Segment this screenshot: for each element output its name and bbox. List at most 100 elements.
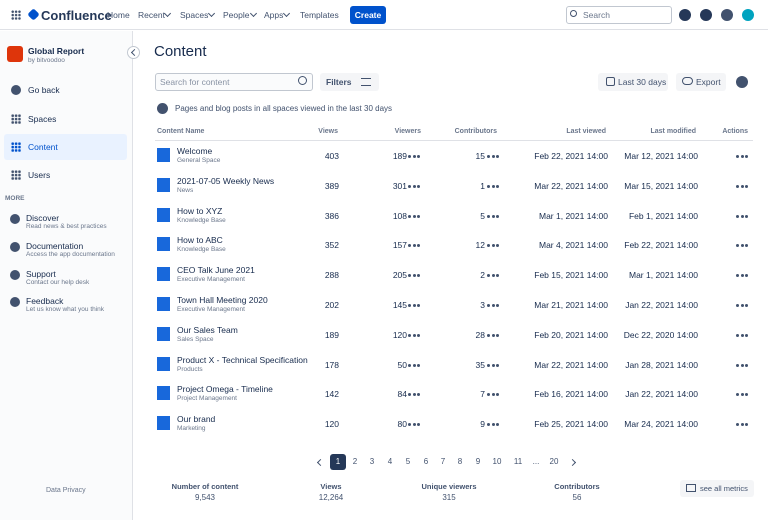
nav-item[interactable]: Apps	[264, 10, 284, 20]
link-title[interactable]: Feedback	[26, 296, 64, 306]
filters-button[interactable]: Filters	[320, 73, 379, 91]
summary-label: Contributors	[554, 482, 600, 491]
content-name[interactable]: 2021-07-05 Weekly News	[177, 175, 275, 186]
brand[interactable]: Confluence	[41, 8, 112, 23]
page-link[interactable]: 8	[457, 457, 463, 466]
page-link[interactable]: 20	[549, 457, 559, 466]
viewers-more[interactable]	[408, 184, 422, 189]
notifications[interactable]	[679, 9, 691, 21]
nav-link[interactable]: Users	[28, 170, 51, 180]
row-actions[interactable]	[736, 393, 750, 397]
viewers-more[interactable]	[408, 214, 422, 219]
content-name[interactable]: Product X - Technical Specification	[177, 354, 308, 365]
page-link[interactable]: 10	[492, 457, 502, 466]
row-actions[interactable]	[736, 214, 750, 219]
views: 352	[324, 240, 339, 251]
contributors-more[interactable]	[487, 155, 501, 159]
nav-item[interactable]: Home	[107, 10, 130, 20]
page-link[interactable]: 7	[440, 457, 446, 466]
page-link[interactable]: 11	[513, 457, 523, 466]
link-title[interactable]: Documentation	[26, 241, 84, 251]
nav-item[interactable]: People	[223, 10, 250, 20]
summary-label: Unique viewers	[421, 482, 477, 491]
content-search[interactable]: Search for content	[155, 73, 313, 91]
page-link[interactable]: 9	[475, 457, 481, 466]
column-header[interactable]: Views	[318, 128, 338, 135]
content-name[interactable]: CEO Talk June 2021	[177, 265, 255, 276]
content-name[interactable]: How to ABC	[177, 235, 223, 246]
viewers-more[interactable]	[408, 423, 422, 427]
row-actions[interactable]	[736, 363, 750, 368]
column-header[interactable]: Last viewed	[566, 128, 606, 135]
contributors-more[interactable]	[487, 274, 501, 278]
info-button[interactable]	[736, 76, 748, 88]
viewers-more[interactable]	[408, 304, 422, 308]
content-name[interactable]: Town Hall Meeting 2020	[177, 295, 268, 305]
page-link[interactable]: 3	[369, 457, 375, 466]
content-name[interactable]: How to XYZ	[177, 205, 223, 216]
content-name[interactable]: Our Sales Team	[177, 324, 238, 335]
create-button[interactable]: Create	[350, 6, 386, 24]
viewers-more[interactable]	[408, 274, 422, 278]
contributors: 15	[475, 151, 485, 161]
page-link[interactable]: 4	[387, 457, 393, 466]
contributors: 7	[480, 389, 485, 400]
date-button[interactable]: Last 30 days	[598, 73, 668, 91]
contributors-more[interactable]	[487, 393, 501, 397]
last-viewed: Mar 22, 2021 14:00	[534, 359, 608, 370]
viewers-more[interactable]	[408, 363, 422, 368]
content-name[interactable]: Project Omega - Timeline	[177, 384, 273, 395]
viewers-more[interactable]	[408, 155, 422, 159]
link-icon	[10, 297, 20, 307]
nav-item[interactable]: Recent	[138, 10, 165, 20]
content-name[interactable]: Welcome	[177, 146, 213, 156]
row-actions[interactable]	[736, 304, 750, 308]
column-header[interactable]: Last modified	[650, 128, 696, 135]
help[interactable]	[700, 9, 712, 21]
contributors-more[interactable]	[487, 244, 501, 248]
avatar[interactable]	[742, 9, 754, 21]
nav-item[interactable]: Spaces	[180, 10, 209, 20]
content-name[interactable]: Our brand	[177, 414, 216, 425]
last-viewed: Mar 1, 2021 14:00	[539, 210, 608, 221]
page-link[interactable]: 6	[423, 457, 429, 466]
row-actions[interactable]	[736, 274, 750, 278]
row-actions[interactable]	[736, 333, 750, 338]
search-box[interactable]: Search	[566, 6, 672, 24]
viewers-more[interactable]	[408, 333, 422, 338]
viewers-more[interactable]	[408, 244, 422, 248]
contributors-more[interactable]	[487, 184, 501, 189]
nav-link[interactable]: Go back	[28, 85, 60, 95]
row-actions[interactable]	[736, 423, 750, 427]
row-actions[interactable]	[736, 155, 750, 159]
link-desc: Contact our help desk	[26, 279, 90, 286]
settings[interactable]	[721, 9, 733, 21]
nav-item[interactable]: Templates	[300, 10, 339, 20]
link-title[interactable]: Discover	[26, 213, 60, 223]
last-viewed: Feb 15, 2021 14:00	[534, 270, 608, 281]
contributors-more[interactable]	[487, 214, 501, 219]
last-viewed: Feb 16, 2021 14:00	[534, 389, 608, 400]
see-all-button[interactable]: see all metrics	[680, 480, 754, 497]
contributors-more[interactable]	[487, 423, 501, 427]
data-privacy[interactable]: Data Privacy	[46, 487, 86, 494]
row-actions[interactable]	[736, 244, 750, 248]
nav-link[interactable]: Content	[28, 142, 58, 152]
nav-link[interactable]: Spaces	[28, 114, 57, 124]
page-link[interactable]: 5	[405, 457, 411, 466]
contributors-more[interactable]	[487, 304, 501, 308]
column-header[interactable]: Content Name	[157, 128, 205, 135]
contributors-more[interactable]	[487, 363, 501, 368]
viewers-more[interactable]	[408, 393, 422, 397]
page-link[interactable]: 2	[352, 457, 358, 466]
column-header[interactable]: Contributors	[454, 128, 497, 135]
column-header[interactable]: Viewers	[394, 128, 421, 135]
row-actions[interactable]	[736, 184, 750, 189]
last-modified: Jan 22, 2021 14:00	[625, 300, 698, 310]
content-search-icon	[298, 76, 307, 85]
column-header: Actions	[722, 128, 748, 135]
link-title[interactable]: Support	[26, 269, 56, 279]
contributors-more[interactable]	[487, 333, 501, 338]
app-switcher[interactable]	[11, 10, 21, 20]
collapse-button[interactable]	[127, 46, 140, 59]
